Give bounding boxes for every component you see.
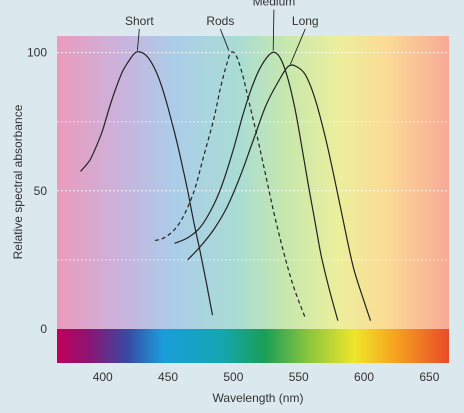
leader-line-long — [289, 28, 306, 65]
y-tick-label-100: 100 — [27, 46, 47, 60]
x-tick-label-450: 450 — [158, 370, 178, 384]
curves — [80, 51, 372, 321]
leader-line-medium — [272, 9, 275, 51]
leader-line-short — [136, 28, 140, 51]
series-label-rods: Rods — [206, 14, 234, 28]
y-tick-label-0: 0 — [40, 322, 47, 336]
x-tick-label-650: 650 — [419, 370, 439, 384]
x-tick-label-550: 550 — [289, 370, 309, 384]
x-tick-label-500: 500 — [223, 370, 243, 384]
series-label-long: Long — [292, 14, 319, 28]
curve-short — [80, 51, 214, 316]
series-label-short: Short — [125, 14, 154, 28]
leader-line-rods — [219, 28, 230, 51]
x-axis-label: Wavelength (nm) — [213, 391, 304, 405]
tick-labels: 0 50 100 400 450 500 550 600 650 — [27, 46, 440, 384]
plot-background — [57, 36, 449, 329]
y-tick-label-50: 50 — [34, 184, 48, 198]
series-labels: Short Rods Medium Long — [125, 0, 319, 65]
curve-medium — [174, 51, 339, 321]
x-tick-label-400: 400 — [93, 370, 113, 384]
y-axis-label: Relative spectral absorbance — [11, 104, 25, 259]
curve-long — [187, 64, 372, 321]
series-label-medium: Medium — [253, 0, 296, 9]
x-tick-label-600: 600 — [354, 370, 374, 384]
spectrum-bar — [57, 329, 449, 363]
